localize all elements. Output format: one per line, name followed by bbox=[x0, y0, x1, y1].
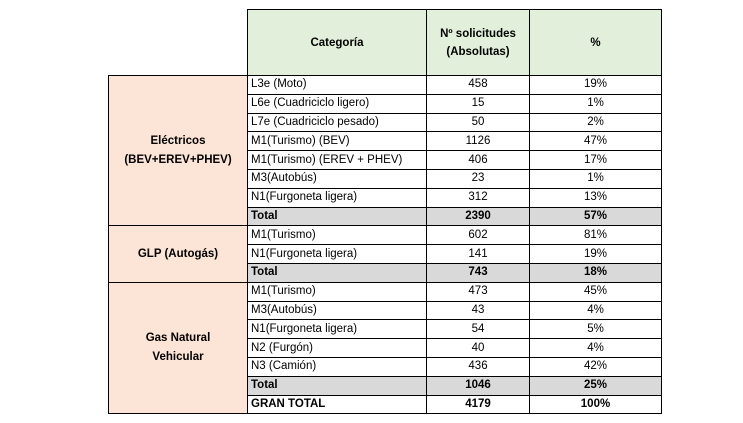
row-percent: 5% bbox=[529, 319, 662, 340]
header-row: Categoría Nº solicitudes (Absolutas) % bbox=[108, 9, 662, 76]
row-category: L3e (Moto) bbox=[247, 75, 427, 95]
row-percent: 47% bbox=[529, 131, 662, 152]
row-category: M1(Turismo) bbox=[247, 281, 427, 302]
total-percent: 57% bbox=[529, 206, 662, 227]
grand-total-percent: 100% bbox=[529, 394, 662, 415]
table-row: Eléctricos (BEV+EREV+PHEV) L3e (Moto) 45… bbox=[108, 74, 662, 227]
total-label: Total bbox=[247, 375, 427, 396]
row-category: M1(Turismo) (BEV) bbox=[247, 131, 427, 152]
header-percent: % bbox=[529, 9, 662, 76]
row-count: 141 bbox=[426, 244, 530, 264]
header-category: Categoría bbox=[247, 9, 427, 76]
group-label-line2: Vehicular bbox=[152, 351, 204, 364]
row-percent: 4% bbox=[529, 300, 662, 321]
row-category: M1(Turismo) (EREV + PHEV) bbox=[247, 150, 427, 170]
group-label-line2: (BEV+EREV+PHEV) bbox=[124, 153, 232, 166]
row-count: 312 bbox=[426, 187, 530, 208]
total-label: Total bbox=[247, 262, 427, 283]
row-count: 23 bbox=[426, 168, 530, 189]
grand-total-count: 4179 bbox=[426, 394, 530, 415]
total-percent: 18% bbox=[529, 262, 662, 283]
table-row: N1(Furgoneta ligera) 54 5% bbox=[109, 319, 662, 340]
row-count: 54 bbox=[426, 319, 530, 340]
header-requests: Nº solicitudes (Absolutas) bbox=[426, 9, 530, 76]
header-requests-line2: (Absolutas) bbox=[446, 45, 510, 58]
total-count: 1046 bbox=[426, 375, 530, 396]
row-category: M3(Autobús) bbox=[247, 300, 427, 321]
total-row: Total 1046 25% bbox=[109, 375, 662, 396]
row-count: 40 bbox=[426, 338, 530, 358]
row-percent: 2% bbox=[529, 112, 662, 133]
table-row: M1(Turismo) (EREV + PHEV) 406 17% bbox=[109, 150, 662, 170]
group-label-gnv: Gas Natural Vehicular bbox=[108, 281, 248, 415]
table-row: M1(Turismo) (BEV) 1126 47% bbox=[109, 131, 662, 152]
row-percent: 4% bbox=[529, 338, 662, 358]
row-category: N1(Furgoneta ligera) bbox=[247, 187, 427, 208]
row-count: 406 bbox=[426, 150, 530, 170]
row-count: 50 bbox=[426, 112, 530, 133]
row-count: 1126 bbox=[426, 131, 530, 152]
row-percent: 19% bbox=[529, 244, 662, 264]
row-count: 15 bbox=[426, 93, 530, 114]
table-row: N1(Furgoneta ligera) 141 19% bbox=[109, 244, 662, 264]
row-count: 473 bbox=[426, 281, 530, 302]
group-label-line1: GLP (Autogás) bbox=[137, 247, 219, 260]
row-percent: 17% bbox=[529, 150, 662, 170]
row-category: M1(Turismo) bbox=[247, 225, 427, 246]
requests-table: Categoría Nº solicitudes (Absolutas) % E… bbox=[108, 9, 662, 415]
table-row: M3(Autobús) 23 1% bbox=[109, 168, 662, 189]
row-percent: 42% bbox=[529, 356, 662, 377]
table-row: M3(Autobús) 43 4% bbox=[109, 300, 662, 321]
row-category: N1(Furgoneta ligera) bbox=[247, 319, 427, 340]
grand-total-row: GRAN TOTAL 4179 100% bbox=[109, 394, 662, 415]
row-category: N2 (Furgón) bbox=[247, 338, 427, 358]
total-count: 2390 bbox=[426, 206, 530, 227]
total-percent: 25% bbox=[529, 375, 662, 396]
group-label-line1: Eléctricos bbox=[150, 134, 206, 147]
table-row: L7e (Cuadriciclo pesado) 50 2% bbox=[109, 112, 662, 133]
total-count: 743 bbox=[426, 262, 530, 283]
table-row: GLP (Autogás) M1(Turismo) 602 81% bbox=[108, 225, 662, 283]
group-label-electric: Eléctricos (BEV+EREV+PHEV) bbox=[108, 74, 248, 227]
table-row: Gas Natural Vehicular M1(Turismo) 473 45… bbox=[108, 281, 662, 415]
row-category: L7e (Cuadriciclo pesado) bbox=[247, 112, 427, 133]
table-row: N3 (Camión) 436 42% bbox=[109, 356, 662, 377]
row-percent: 13% bbox=[529, 187, 662, 208]
row-count: 43 bbox=[426, 300, 530, 321]
row-count: 458 bbox=[426, 75, 530, 95]
grand-total-label: GRAN TOTAL bbox=[247, 394, 427, 415]
group-label-glp: GLP (Autogás) bbox=[108, 225, 248, 283]
header-corner-blank bbox=[108, 9, 248, 76]
row-category: N3 (Camión) bbox=[247, 356, 427, 377]
row-count: 436 bbox=[426, 356, 530, 377]
row-category: N1(Furgoneta ligera) bbox=[247, 244, 427, 264]
row-percent: 45% bbox=[529, 281, 662, 302]
row-percent: 1% bbox=[529, 93, 662, 114]
row-percent: 1% bbox=[529, 168, 662, 189]
total-row: Total 2390 57% bbox=[109, 206, 662, 227]
row-percent: 81% bbox=[529, 225, 662, 246]
row-count: 602 bbox=[426, 225, 530, 246]
header-requests-line1: Nº solicitudes bbox=[440, 27, 516, 40]
total-label: Total bbox=[247, 206, 427, 227]
group-label-line1: Gas Natural bbox=[145, 332, 211, 345]
row-category: L6e (Cuadriciclo ligero) bbox=[247, 93, 427, 114]
row-percent: 19% bbox=[529, 75, 662, 95]
table-row: N1(Furgoneta ligera) 312 13% bbox=[109, 187, 662, 208]
row-category: M3(Autobús) bbox=[247, 168, 427, 189]
